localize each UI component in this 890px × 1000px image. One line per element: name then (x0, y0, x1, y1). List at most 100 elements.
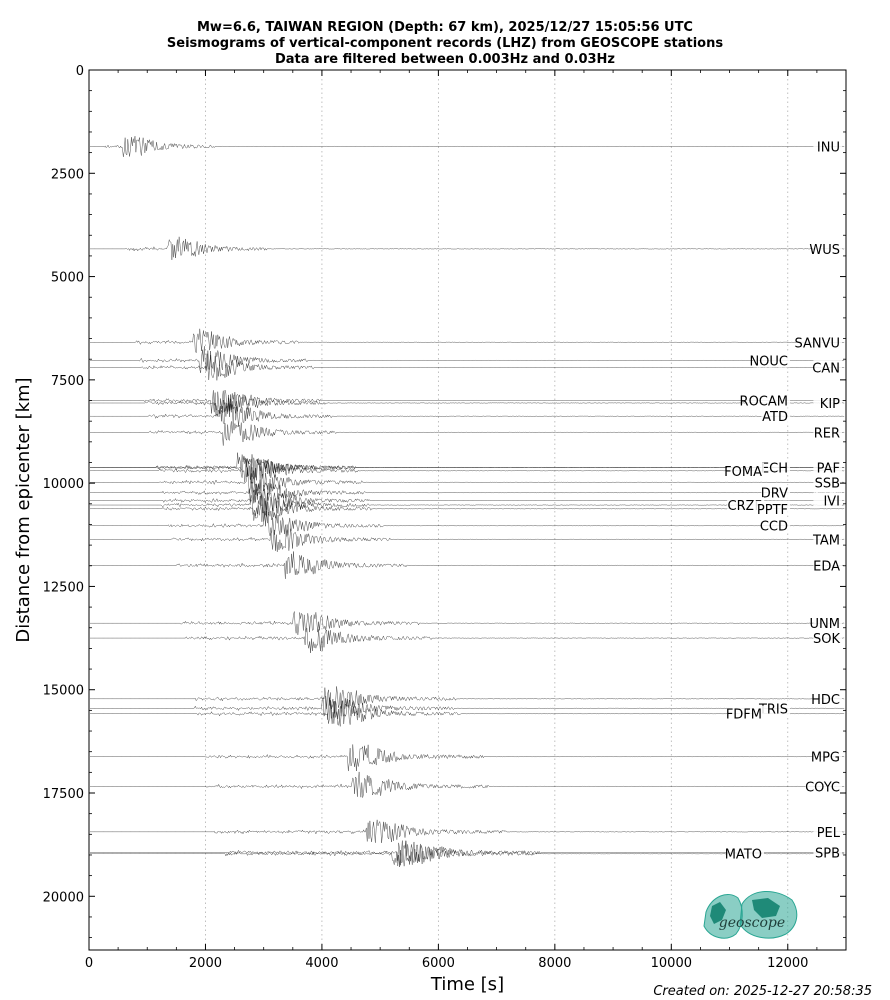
station-label-bg (745, 392, 790, 408)
station-label-foma: FOMA (724, 465, 762, 480)
trace-wus (89, 236, 845, 260)
x-tick-label: 4000 (305, 956, 338, 971)
station-label-pptf: PPTF (757, 503, 788, 518)
station-label-bg (727, 705, 764, 721)
station-label-ech: ECH (761, 461, 788, 476)
station-label-mato: MATO (725, 848, 762, 863)
station-label-bg (761, 459, 790, 475)
trace-foma (89, 458, 845, 484)
station-label-pel: PEL (817, 826, 841, 841)
y-tick-label: 20000 (43, 890, 84, 905)
station-label-bg (813, 394, 842, 410)
station-label-bg (813, 138, 842, 154)
station-label-paf: PAF (817, 461, 840, 476)
station-label-sanvu: SANVU (794, 336, 840, 351)
station-label-bg (727, 845, 764, 861)
station-label-bg (805, 778, 842, 794)
trace-pptf (89, 495, 845, 522)
trace-sok (89, 627, 845, 653)
y-tick-label: 10000 (43, 477, 84, 492)
station-label-eda: EDA (813, 559, 840, 574)
station-label-bg (761, 408, 790, 424)
station-label-bg (761, 517, 790, 533)
y-axis-label: Distance from epicenter [km] (13, 377, 34, 642)
station-label-bg (813, 557, 842, 573)
trace-coyc (89, 771, 845, 798)
trace-can (89, 353, 845, 381)
x-tick-label: 2000 (189, 956, 222, 971)
trace-ivi (90, 488, 845, 513)
station-labels: INU WUS SANVU NOUC CAN ROCAM KIP ATD RER ECH PAF FO… (724, 138, 842, 863)
station-label-rocam: ROCAM (740, 395, 788, 410)
chart-title-line-2: Seismograms of vertical-component record… (167, 36, 723, 51)
station-label-bg (727, 462, 764, 478)
y-tick-label: 7500 (51, 374, 84, 389)
trace-mato (89, 840, 845, 868)
y-tick-label: 17500 (43, 787, 84, 802)
trace-crzf (89, 492, 845, 516)
station-label-ssb: SSB (815, 476, 840, 491)
station-label-ivi: IVI (823, 494, 840, 509)
station-label-wus: WUS (809, 243, 840, 258)
trace-eda (89, 551, 845, 579)
station-label-bg (813, 474, 842, 490)
station-label-bg (813, 823, 842, 839)
station-label-tris: TRIS (758, 702, 788, 717)
trace-tam (89, 527, 845, 552)
station-label-rer: RER (814, 426, 840, 441)
y-tick-label: 5000 (51, 271, 84, 286)
station-label-bg (813, 748, 842, 764)
station-label-bg (761, 484, 790, 500)
station-label-bg (813, 531, 842, 547)
trace-pel (89, 819, 845, 843)
station-label-bg (813, 690, 842, 706)
geoscope-logo: geoscope (703, 891, 798, 939)
station-label-drv: DRV (761, 487, 788, 502)
y-tick-label: 12500 (43, 580, 84, 595)
chart-title-line-3: Data are filtered between 0.003Hz and 0.… (275, 52, 615, 67)
x-tick-label: 0 (85, 956, 93, 971)
trace-rer (89, 421, 845, 446)
station-label-nouc: NOUC (749, 354, 788, 369)
trace-fdfm (89, 700, 845, 727)
y-tick-label: 15000 (43, 684, 84, 699)
station-label-inu: INU (817, 140, 840, 155)
x-tick-label: 10000 (651, 956, 692, 971)
trace-sanvu (89, 328, 845, 354)
x-tick-label: 6000 (422, 956, 455, 971)
station-label-tam: TAM (812, 533, 840, 548)
x-tick-label: 8000 (538, 956, 571, 971)
station-label-can: CAN (812, 361, 840, 376)
station-label-unm: UNM (810, 617, 840, 632)
trace-nouc (89, 346, 845, 373)
station-label-coyc: COYC (805, 780, 840, 795)
station-label-bg (813, 424, 842, 440)
trace-rocam (89, 389, 845, 414)
station-label-bg (813, 492, 842, 508)
trace-atd (89, 402, 845, 427)
trace-paf (89, 454, 845, 480)
station-label-bg (753, 500, 790, 516)
station-label-bg (753, 352, 790, 368)
station-label-fdfm: FDFM (726, 708, 762, 723)
chart-title-line-1: Mw=6.6, TAIWAN REGION (Depth: 67 km), 20… (197, 20, 693, 35)
trace-spb (90, 840, 845, 867)
station-label-bg (813, 359, 842, 375)
y-tick-label: 0 (76, 64, 84, 79)
station-label-hdc: HDC (811, 693, 840, 708)
trace-unm (90, 611, 845, 635)
created-on-footer: Created on: 2025-12-27 20:58:35 (653, 984, 872, 999)
station-label-mpg: MPG (811, 751, 840, 766)
logo-text: geoscope (719, 915, 785, 931)
trace-drv (89, 479, 845, 507)
trace-ccd (90, 511, 845, 537)
station-label-bg (797, 334, 842, 350)
trace-hdc (89, 686, 845, 714)
station-label-atd: ATD (762, 410, 788, 425)
station-label-sok: SOK (813, 632, 840, 647)
trace-tris (89, 695, 845, 720)
traces (89, 136, 845, 868)
trace-ssb (89, 467, 845, 495)
y-tick-label: 2500 (51, 167, 84, 182)
